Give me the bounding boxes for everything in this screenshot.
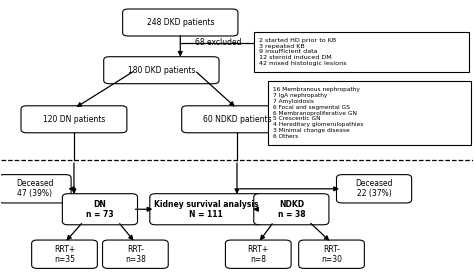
FancyBboxPatch shape — [254, 194, 329, 225]
FancyBboxPatch shape — [102, 240, 168, 269]
FancyBboxPatch shape — [182, 106, 292, 133]
FancyBboxPatch shape — [150, 194, 263, 225]
Bar — [268, 81, 471, 145]
FancyBboxPatch shape — [337, 175, 411, 203]
FancyBboxPatch shape — [0, 175, 71, 203]
Text: DN
n = 73: DN n = 73 — [86, 199, 114, 219]
Text: 180 DKD patients: 180 DKD patients — [128, 66, 195, 75]
FancyBboxPatch shape — [21, 106, 127, 133]
Text: 248 DKD patients: 248 DKD patients — [146, 18, 214, 27]
FancyBboxPatch shape — [63, 194, 137, 225]
FancyBboxPatch shape — [32, 240, 97, 269]
Text: Deceased
22 (37%): Deceased 22 (37%) — [356, 179, 393, 198]
Text: RRT+
n=35: RRT+ n=35 — [54, 244, 75, 264]
Bar — [254, 32, 469, 72]
Text: Deceased
47 (39%): Deceased 47 (39%) — [16, 179, 54, 198]
Text: RRT-
n=30: RRT- n=30 — [321, 244, 342, 264]
Text: 2 started HD prior to KB
3 repeated KB
9 insufficient data
12 steroid induced DM: 2 started HD prior to KB 3 repeated KB 9… — [259, 38, 347, 66]
Text: 120 DN patients: 120 DN patients — [43, 115, 105, 124]
Text: NDKD
n = 38: NDKD n = 38 — [278, 199, 305, 219]
Text: 68 excluded: 68 excluded — [195, 38, 241, 47]
Text: Kidney survival analysis
N = 111: Kidney survival analysis N = 111 — [154, 199, 258, 219]
Text: RRT+
n=8: RRT+ n=8 — [247, 244, 269, 264]
FancyBboxPatch shape — [299, 240, 365, 269]
Text: RRT-
n=38: RRT- n=38 — [125, 244, 146, 264]
Text: 60 NDKD patients: 60 NDKD patients — [203, 115, 271, 124]
FancyBboxPatch shape — [226, 240, 291, 269]
FancyBboxPatch shape — [123, 9, 238, 36]
FancyBboxPatch shape — [104, 57, 219, 84]
Text: 16 Membranous nephropathy
7 IgA nephropathy
7 Amyloidosis
6 Focal and segmental : 16 Membranous nephropathy 7 IgA nephropa… — [273, 87, 364, 139]
